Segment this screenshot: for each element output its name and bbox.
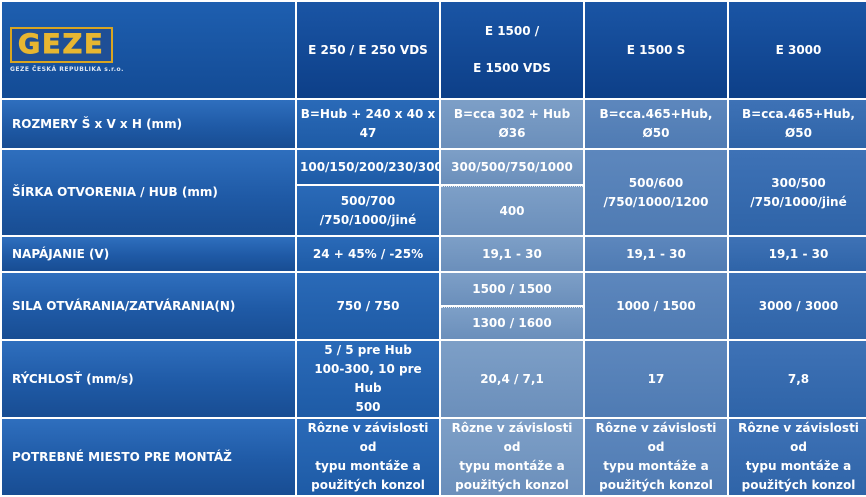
row-sila-top: SILA OTVÁRANIA/ZATVÁRANIA(N) 750 / 750 1… [2,273,866,339]
cell-sila-c2-bottom: 1300 / 1600 [441,307,583,339]
row-sirka-top: ŠÍRKA OTVORENIA / HUB (mm) 100/150/200/2… [2,150,866,235]
header-col1: E 250 / E 250 VDS [297,2,439,98]
row-rychlost: RÝCHLOSŤ (mm/s) 5 / 5 pre Hub 100-300, 1… [2,341,866,417]
cell-sirka-c2-top: 300/500/750/1000 [441,150,583,184]
cell-sila-c2-top: 1500 / 1500 [441,273,583,305]
logo-brand: GEZE [18,28,105,60]
cell-rozmery-c4: B=cca.465+Hub, Ø50 [729,100,866,148]
cell-rychlost-c4: 7,8 [729,341,866,417]
cell-rychlost-c2: 20,4 / 7,1 [441,341,583,417]
cell-sirka-c4-line1: 300/500 [771,175,826,190]
cell-rozmery-c2: B=cca 302 + Hub Ø36 [441,100,583,148]
cell-rychlost-c1: 5 / 5 pre Hub 100-300, 10 pre Hub 500 [297,341,439,417]
cell-sila-c1: 750 / 750 [297,273,439,339]
cell-miesto-c1-line3: použitých konzol [311,478,425,492]
cell-rozmery-c3: B=cca.465+Hub, Ø50 [585,100,727,148]
row-sirka-bottom: 500/700 /750/1000/jiné 400 [2,186,866,235]
cell-rychlost-c1-line1: 5 / 5 pre Hub [324,343,412,357]
cell-sila-c4: 3000 / 3000 [729,273,866,339]
cell-sirka-c4: 300/500 /750/1000/jiné [729,150,866,235]
cell-rozmery-c1: B=Hub + 240 x 40 x 47 [297,100,439,148]
cell-miesto-c3-line3: použitých konzol [599,478,713,492]
geze-logo: GEZE [10,26,113,63]
row-sila-bottom: 1300 / 1600 [2,307,866,339]
cell-napajanie-c1: 24 + 45% / -25% [297,237,439,271]
row-label-rozmery: ROZMERY Š x V x H (mm) [2,100,295,148]
cell-sirka-c3-line2: /750/1000/1200 [603,194,709,209]
cell-napajanie-c4: 19,1 - 30 [729,237,866,271]
row-rozmery: ROZMERY Š x V x H (mm) B=Hub + 240 x 40 … [2,100,866,148]
cell-sirka-c3-line1: 500/600 [628,175,684,190]
cell-napajanie-c2: 19,1 - 30 [441,237,583,271]
cell-rychlost-c1-line2: 100-300, 10 pre Hub [314,362,422,395]
cell-miesto-c3-line2: typu montáže a [603,459,709,473]
row-label-rychlost: RÝCHLOSŤ (mm/s) [2,341,295,417]
cell-miesto-c2-line3: použitých konzol [455,478,569,492]
row-label-sila: SILA OTVÁRANIA/ZATVÁRANIA(N) [2,273,295,339]
cell-sirka-c1-bottom: 500/700 /750/1000/jiné [297,186,439,235]
row-label-napajanie: NAPÁJANIE (V) [2,237,295,271]
cell-miesto-c3-line1: Rôzne v závislosti od [595,421,717,454]
logo-cell: GEZE GEZE ČESKÁ REPUBLIKA s.r.o. [2,2,295,98]
logo-subtitle: GEZE ČESKÁ REPUBLIKA s.r.o. [10,65,124,73]
cell-sirka-c4-line2: /750/1000/jiné [750,194,847,209]
row-label-sirka: ŠÍRKA OTVORENIA / HUB (mm) [2,150,295,235]
row-napajanie: NAPÁJANIE (V) 24 + 45% / -25% 19,1 - 30 … [2,237,866,271]
cell-sirka-c1-bottom-line2: /750/1000/jiné [319,212,417,227]
header-col2-line1: E 1500 / [484,24,540,38]
row-label-miesto: POTREBNÉ MIESTO PRE MONTÁŽ [2,419,295,495]
cell-miesto-c1-line1: Rôzne v závislosti od [307,421,429,454]
cell-miesto-c2-line1: Rôzne v závislosti od [451,421,573,454]
cell-miesto-c4-line3: použitých konzol [741,478,856,492]
cell-miesto-c2: Rôzne v závislosti od typu montáže a pou… [441,419,583,495]
cell-miesto-c4: Rôzne v závislosti od typu montáže a pou… [729,419,866,495]
cell-sirka-c1-bottom-line1: 500/700 [340,193,396,208]
cell-miesto-c1: Rôzne v závislosti od typu montáže a pou… [297,419,439,495]
header-col4: E 3000 [729,2,866,98]
cell-miesto-c1-line2: typu montáže a [315,459,421,473]
header-row: GEZE GEZE ČESKÁ REPUBLIKA s.r.o. E 250 /… [2,2,866,98]
cell-miesto-c2-line2: typu montáže a [459,459,565,473]
row-miesto: POTREBNÉ MIESTO PRE MONTÁŽ Rôzne v závis… [2,419,866,495]
cell-sirka-c2-bottom: 400 [441,186,583,235]
cell-miesto-c4-line2: typu montáže a [745,459,852,473]
cell-rychlost-c1-line3: 500 [355,400,381,414]
cell-sirka-c3: 500/600 /750/1000/1200 [585,150,727,235]
cell-sirka-c1-top: 100/150/200/230/300 [297,150,439,184]
header-col3: E 1500 S [585,2,727,98]
header-col2-line2: E 1500 VDS [473,61,551,75]
header-col2: E 1500 / E 1500 VDS [441,2,583,98]
cell-miesto-c4-line1: Rôzne v závislosti od [738,421,859,454]
cell-rychlost-c3: 17 [585,341,727,417]
cell-napajanie-c3: 19,1 - 30 [585,237,727,271]
cell-miesto-c3: Rôzne v závislosti od typu montáže a pou… [585,419,727,495]
cell-sila-c3: 1000 / 1500 [585,273,727,339]
